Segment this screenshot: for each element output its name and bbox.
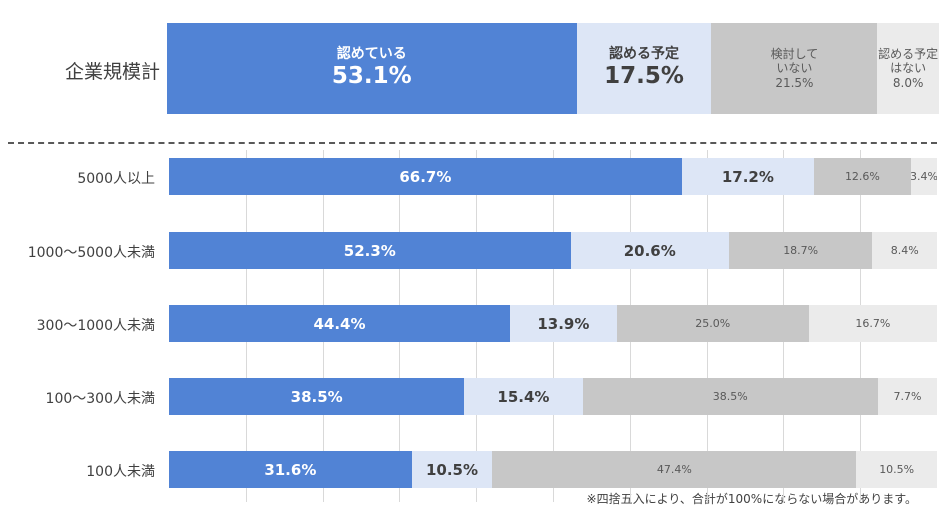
total-segment-label: 認めている: [336, 46, 407, 63]
bar-segment: 52.3%: [169, 232, 571, 269]
total-segment-value: 8.0%: [892, 75, 924, 90]
bar-segment: 13.9%: [509, 305, 617, 342]
data-label: 38.5%: [290, 387, 343, 406]
data-label: 18.7%: [783, 243, 819, 257]
bar-segment: 7.7%: [877, 378, 937, 415]
total-segment: 認める予定 はない 8.0%: [877, 23, 939, 114]
data-label: 16.7%: [855, 316, 891, 330]
total-category-label: 企業規模計: [64, 60, 160, 83]
category-label: 300～1000人未満: [36, 317, 155, 334]
bar-segment: 31.6%: [169, 451, 412, 488]
bar-segment: 12.6%: [813, 158, 911, 195]
category-label: 5000人以上: [77, 170, 155, 187]
category-label: 100人未満: [86, 463, 155, 480]
total-segment-label: 検討して いない: [770, 46, 819, 76]
rounding-note: ※四捨五入により、合計が100%にならない場合があります。: [586, 492, 917, 506]
data-label: 66.7%: [399, 167, 452, 186]
total-segment-label: 認める予定: [608, 46, 679, 63]
bar-segment: 18.7%: [728, 232, 873, 269]
data-label: 12.6%: [844, 169, 880, 183]
total-segment-value: 21.5%: [775, 75, 814, 90]
bar-segment: 3.4%: [910, 158, 937, 195]
data-label: 15.4%: [497, 387, 550, 406]
data-label: 31.6%: [264, 460, 317, 479]
total-segment-value: 17.5%: [604, 63, 684, 90]
data-label: 7.7%: [893, 389, 922, 403]
bar-segment: 20.6%: [570, 232, 729, 269]
bar-segment: 44.4%: [169, 305, 510, 342]
data-label: 8.4%: [890, 243, 919, 257]
data-label: 25.0%: [695, 316, 731, 330]
data-label: 10.5%: [425, 460, 479, 479]
bar-segment: 38.5%: [582, 378, 878, 415]
category-label: 100～300人未満: [45, 390, 155, 407]
bar-segment: 10.5%: [411, 451, 493, 488]
bar-segment: 38.5%: [169, 378, 465, 415]
total-segment-label: 認める予定 はない: [878, 46, 939, 76]
data-label: 38.5%: [712, 389, 748, 403]
data-label: 20.6%: [623, 241, 676, 260]
total-segment-value: 53.1%: [331, 63, 412, 90]
bar-segment: 8.4%: [872, 232, 937, 269]
data-label: 3.4%: [910, 169, 937, 183]
bar-segment: 17.2%: [681, 158, 814, 195]
data-label: 52.3%: [343, 241, 396, 260]
total-segment: 検討して いない 21.5%: [711, 23, 878, 114]
bar-segment: 66.7%: [169, 158, 682, 195]
bar-segment: 25.0%: [616, 305, 809, 342]
data-label: 17.2%: [721, 167, 774, 186]
bar-segment: 16.7%: [808, 305, 937, 342]
data-label: 10.5%: [879, 462, 915, 476]
section-divider: [8, 142, 937, 144]
data-label: 47.4%: [656, 462, 692, 476]
total-segment: 認めている 53.1%: [167, 23, 577, 114]
data-label: 44.4%: [313, 314, 366, 333]
bar-segment: 15.4%: [464, 378, 583, 415]
data-label: 13.9%: [537, 314, 590, 333]
category-label: 1000～5000人未満: [27, 244, 155, 261]
total-segment: 認める予定 17.5%: [576, 23, 712, 114]
bar-segment: 10.5%: [856, 451, 937, 488]
bar-segment: 47.4%: [492, 451, 857, 488]
